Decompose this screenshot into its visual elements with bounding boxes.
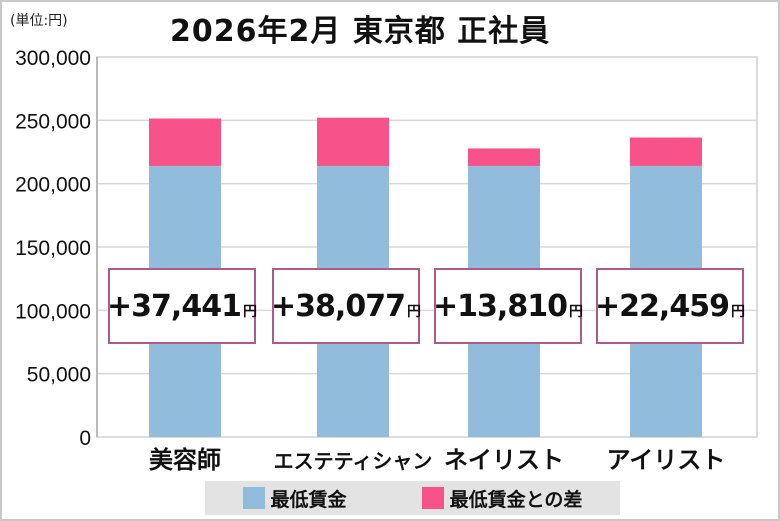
- legend-label-base: 最低賃金: [270, 488, 347, 511]
- y-tick-label: 300,000: [15, 47, 91, 70]
- y-tick-label: 100,000: [15, 300, 91, 323]
- legend-swatch-base: [242, 487, 265, 509]
- y-tick-label: 0: [79, 427, 91, 450]
- unit-label: (単位:円): [10, 13, 68, 29]
- data-label: +37,441 円: [107, 268, 257, 344]
- legend-swatch-diff: [421, 487, 444, 509]
- x-tick-label: アイリスト: [607, 446, 726, 474]
- x-tick-label: ネイリスト: [444, 446, 564, 474]
- y-tick-label: 200,000: [15, 174, 91, 197]
- data-label-value: +22,459: [595, 288, 730, 324]
- bar-diff: [317, 117, 389, 166]
- data-label-value: +13,810: [433, 288, 568, 324]
- chart-title: 2026年2月 東京都 正社員: [170, 14, 551, 49]
- y-tick-label: 150,000: [15, 237, 91, 260]
- legend: 最低賃金 最低賃金との差: [205, 481, 620, 515]
- x-tick-label: 美容師: [149, 446, 221, 474]
- y-tick-label: 250,000: [15, 110, 91, 133]
- data-label-value: +37,441: [107, 288, 242, 324]
- x-tick-label: エステティシャン: [274, 449, 433, 473]
- bar-diff: [630, 137, 702, 166]
- data-label-unit: 円: [568, 304, 583, 320]
- data-label: +22,459 円: [595, 268, 745, 344]
- data-label-unit: 円: [406, 304, 421, 320]
- data-label-unit: 円: [730, 304, 745, 320]
- bar-diff: [149, 118, 221, 166]
- bar-diff: [468, 148, 540, 166]
- data-label: +13,810 円: [433, 268, 583, 344]
- legend-item-base: 最低賃金: [242, 485, 347, 512]
- data-label-unit: 円: [242, 304, 257, 320]
- legend-label-diff: 最低賃金との差: [449, 488, 583, 511]
- data-label-value: +38,077: [271, 288, 406, 324]
- legend-item-diff: 最低賃金との差: [421, 485, 583, 512]
- data-label: +38,077 円: [271, 268, 421, 344]
- y-tick-label: 50,000: [27, 364, 91, 387]
